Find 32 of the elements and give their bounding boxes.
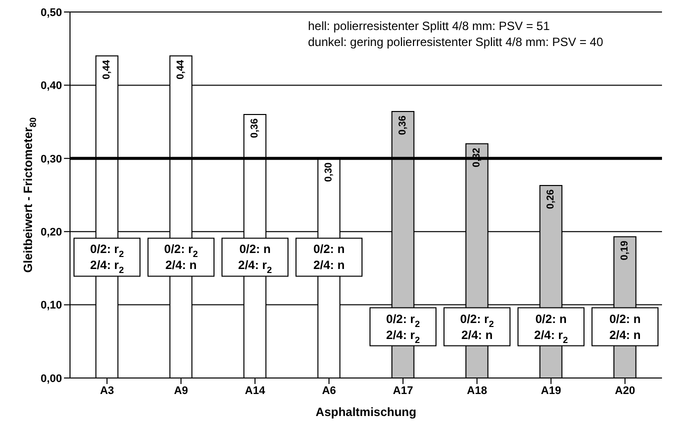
annotation: 0/2: n 2/4: r$_{2}$: [534, 312, 568, 345]
y-tick-label: 0,10: [40, 300, 62, 312]
annotation: 0/2: n 2/4: n: [313, 242, 345, 272]
x-tick-label: A9: [174, 384, 188, 397]
annotation: 0/2: r$_{2}$ 2/4: r$_{2}$: [386, 312, 420, 345]
data-label: 0,44: [101, 59, 112, 80]
data-label: 0,44: [175, 59, 186, 80]
annotation: 0/2: n 2/4: r$_{2}$: [238, 242, 272, 276]
annotation: 0/2: r$_{2}$ 2/4: n: [460, 312, 494, 342]
x-tick-label: A3: [100, 384, 114, 397]
annotation: 0/2: r$_{2}$ 2/4: r$_{2}$: [90, 242, 124, 276]
x-tick-label: A18: [466, 384, 488, 397]
data-label: 0,30: [323, 162, 334, 182]
data-label: 0,36: [397, 115, 408, 136]
x-tick-label: A19: [540, 384, 562, 397]
data-label: 0,36: [249, 118, 260, 138]
data-label: 0,19: [619, 240, 630, 260]
data-label: 0,26: [545, 189, 556, 209]
y-tick-label: 0,00: [40, 372, 62, 385]
annotation: dunkel: gering polierresistenter Splitt 4/8 mm: PSV = 40: [308, 35, 604, 49]
x-tick-label: A6: [322, 384, 336, 397]
x-tick-label: A17: [392, 384, 414, 397]
y-tick-label: 0,30: [40, 153, 62, 166]
annotation: 0/2: n 2/4: n: [609, 312, 641, 342]
y-tick-label: 0,50: [40, 6, 62, 19]
x-tick-label: A20: [614, 384, 636, 397]
x-axis-title: Asphaltmischung: [316, 405, 416, 419]
x-tick-label: A14: [244, 384, 266, 397]
y-tick-label: 0,20: [40, 226, 62, 239]
annotation: 0/2: r$_{2}$ 2/4: n: [164, 242, 198, 272]
annotation: hell: polierresistenter Splitt 4/8 mm: PSV = 51: [308, 19, 550, 33]
y-tick-label: 0,40: [40, 80, 62, 92]
